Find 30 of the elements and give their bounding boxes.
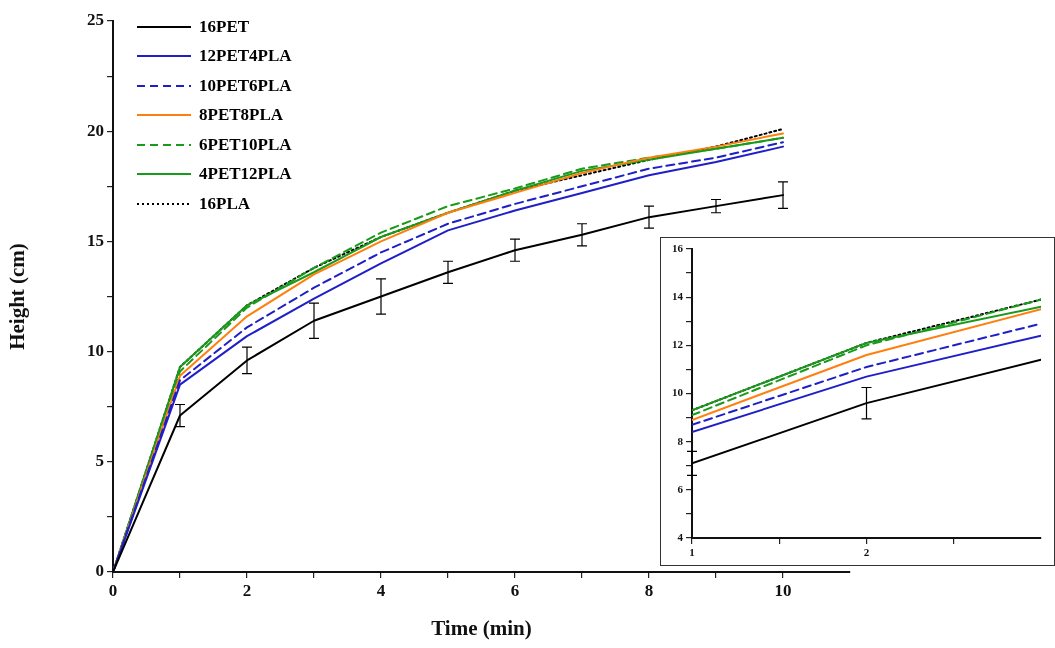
y-tick-label: 4	[677, 530, 684, 543]
x-tick-label: 0	[108, 580, 118, 600]
x-axis-title: Time (min)	[431, 615, 532, 640]
legend-label: 8PET8PLA	[199, 105, 284, 126]
x-tick-label: 4	[376, 580, 386, 600]
y-tick-label: 12	[672, 338, 684, 351]
y-tick-label: 15	[87, 230, 104, 250]
legend-label: 12PET4PLA	[199, 46, 292, 67]
legend-label: 10PET6PLA	[199, 75, 292, 96]
y-tick-label: 0	[95, 561, 104, 581]
y-tick-label: 5	[95, 451, 104, 471]
legend-label: 6PET10PLA	[199, 134, 292, 155]
legend-label: 16PLA	[199, 193, 250, 214]
y-tick-label: 10	[87, 340, 104, 360]
y-tick-label: 14	[672, 290, 684, 303]
y-tick-label: 6	[677, 482, 684, 495]
x-tick-label: 1	[689, 546, 695, 559]
y-tick-label: 16	[672, 241, 684, 254]
legend-label: 16PET	[199, 16, 250, 37]
y-tick-label: 8	[677, 434, 684, 447]
legend-label: 4PET12PLA	[199, 164, 292, 185]
x-tick-label: 6	[510, 580, 520, 600]
y-tick-label: 20	[87, 120, 104, 140]
y-tick-label: 25	[87, 10, 104, 30]
x-tick-label: 2	[863, 546, 870, 559]
y-tick-label: 10	[672, 386, 684, 399]
x-tick-label: 2	[242, 580, 252, 600]
y-axis-title: Height (cm)	[5, 243, 30, 350]
x-tick-label: 10	[774, 580, 792, 600]
x-tick-label: 8	[644, 580, 654, 600]
